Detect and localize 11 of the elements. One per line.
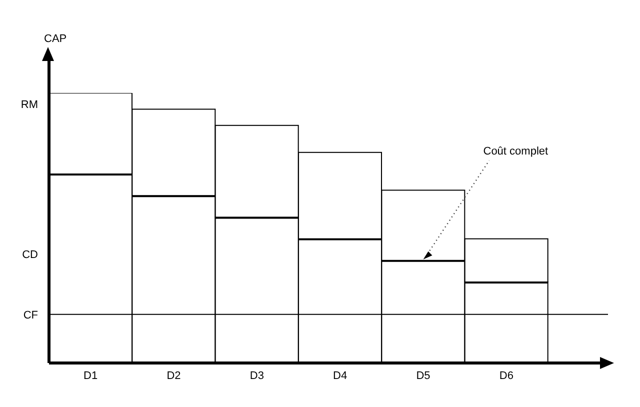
text: CD bbox=[22, 249, 38, 261]
x-tick-label: D1 bbox=[84, 370, 98, 382]
x-tick-label: D5 bbox=[416, 370, 430, 382]
annotation: Coût complet bbox=[483, 145, 548, 158]
x-tick-label: D2 bbox=[166, 370, 181, 382]
x-tick-label: D4 bbox=[333, 370, 348, 382]
y-axis-title: CAP bbox=[44, 33, 67, 45]
x-tick-label: D6 bbox=[499, 370, 514, 382]
text: RM bbox=[20, 99, 38, 111]
x-tick-label: D3 bbox=[250, 370, 264, 382]
ref-line-label: CF bbox=[23, 309, 38, 322]
